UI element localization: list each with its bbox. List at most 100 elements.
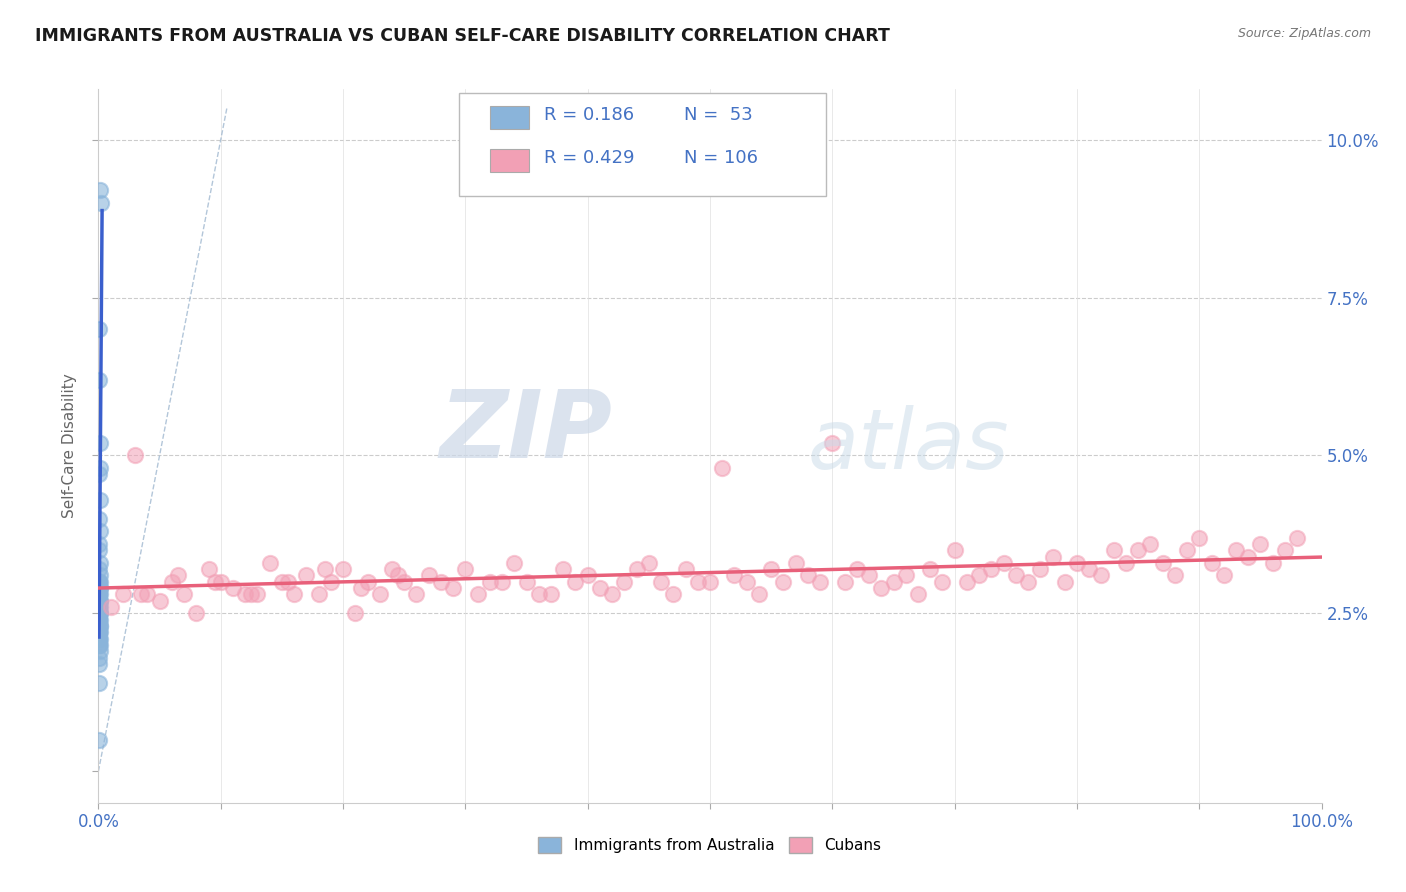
Point bbox=[89, 581, 111, 595]
Point bbox=[89, 593, 111, 607]
Text: ZIP: ZIP bbox=[439, 385, 612, 478]
Text: R = 0.186: R = 0.186 bbox=[544, 106, 634, 124]
Point bbox=[283, 587, 305, 601]
Point bbox=[89, 593, 111, 607]
Point bbox=[89, 467, 111, 482]
Point bbox=[89, 632, 111, 646]
Point bbox=[87, 632, 110, 646]
Point bbox=[761, 562, 783, 576]
Point bbox=[89, 543, 111, 558]
Point bbox=[993, 556, 1015, 570]
Point bbox=[246, 587, 269, 601]
Point bbox=[1152, 556, 1174, 570]
Point bbox=[387, 568, 409, 582]
Point bbox=[89, 568, 111, 582]
Point bbox=[430, 574, 453, 589]
Point bbox=[89, 625, 111, 640]
Point bbox=[136, 587, 159, 601]
Point bbox=[1261, 556, 1284, 570]
Point bbox=[553, 562, 575, 576]
Point bbox=[1164, 568, 1187, 582]
Point bbox=[87, 650, 110, 665]
Point bbox=[87, 587, 110, 601]
Point bbox=[1201, 556, 1223, 570]
Point bbox=[89, 613, 111, 627]
Point bbox=[356, 574, 378, 589]
Text: N =  53: N = 53 bbox=[685, 106, 754, 124]
Text: Source: ZipAtlas.com: Source: ZipAtlas.com bbox=[1237, 27, 1371, 40]
Point bbox=[1249, 537, 1271, 551]
Point bbox=[89, 607, 111, 621]
Point bbox=[576, 568, 599, 582]
Point bbox=[89, 638, 111, 652]
Point bbox=[89, 632, 111, 646]
Point bbox=[259, 556, 281, 570]
Point bbox=[772, 574, 794, 589]
Point bbox=[626, 562, 648, 576]
Point bbox=[89, 600, 111, 615]
Point bbox=[1188, 531, 1211, 545]
Point bbox=[650, 574, 672, 589]
Point bbox=[967, 568, 990, 582]
Point bbox=[405, 587, 427, 601]
Point bbox=[920, 562, 942, 576]
Point bbox=[1102, 543, 1125, 558]
Point bbox=[89, 593, 111, 607]
Point bbox=[89, 587, 111, 601]
Point bbox=[350, 581, 373, 595]
Point bbox=[89, 675, 111, 690]
Point bbox=[540, 587, 562, 601]
Point bbox=[527, 587, 550, 601]
Point bbox=[89, 613, 111, 627]
Point bbox=[797, 568, 820, 582]
Point bbox=[124, 449, 146, 463]
Point bbox=[723, 568, 745, 582]
Point bbox=[637, 556, 661, 570]
Point bbox=[735, 574, 758, 589]
Point bbox=[89, 524, 111, 539]
Point bbox=[1017, 574, 1039, 589]
Point bbox=[89, 600, 111, 615]
Point bbox=[160, 574, 183, 589]
Point bbox=[87, 322, 110, 336]
Point bbox=[1274, 543, 1296, 558]
Text: IMMIGRANTS FROM AUSTRALIA VS CUBAN SELF-CARE DISABILITY CORRELATION CHART: IMMIGRANTS FROM AUSTRALIA VS CUBAN SELF-… bbox=[35, 27, 890, 45]
Point bbox=[418, 568, 440, 582]
FancyBboxPatch shape bbox=[460, 93, 827, 196]
Point bbox=[454, 562, 477, 576]
Point bbox=[1139, 537, 1161, 551]
Point bbox=[980, 562, 1002, 576]
Point bbox=[89, 574, 111, 589]
Point bbox=[222, 581, 245, 595]
Point bbox=[858, 568, 880, 582]
Point bbox=[1090, 568, 1112, 582]
Point bbox=[87, 607, 110, 621]
Point bbox=[89, 461, 111, 475]
Point bbox=[613, 574, 636, 589]
Point bbox=[1078, 562, 1101, 576]
Point bbox=[1128, 543, 1150, 558]
Point bbox=[894, 568, 917, 582]
Point bbox=[90, 195, 112, 210]
Point bbox=[1053, 574, 1076, 589]
Point bbox=[89, 492, 111, 507]
Point bbox=[89, 587, 111, 601]
Legend: Immigrants from Australia, Cubans: Immigrants from Australia, Cubans bbox=[533, 831, 887, 859]
Text: R = 0.429: R = 0.429 bbox=[544, 149, 634, 167]
Point bbox=[1066, 556, 1088, 570]
FancyBboxPatch shape bbox=[489, 149, 529, 172]
Point bbox=[1029, 562, 1052, 576]
Point bbox=[89, 625, 111, 640]
Point bbox=[89, 607, 111, 621]
Point bbox=[821, 435, 844, 450]
Point bbox=[314, 562, 336, 576]
Point bbox=[662, 587, 685, 601]
Point bbox=[89, 638, 111, 652]
Point bbox=[89, 644, 111, 658]
Point bbox=[467, 587, 489, 601]
Point bbox=[89, 600, 111, 615]
Point bbox=[748, 587, 770, 601]
Point bbox=[883, 574, 905, 589]
Point bbox=[491, 574, 513, 589]
Point bbox=[89, 574, 111, 589]
